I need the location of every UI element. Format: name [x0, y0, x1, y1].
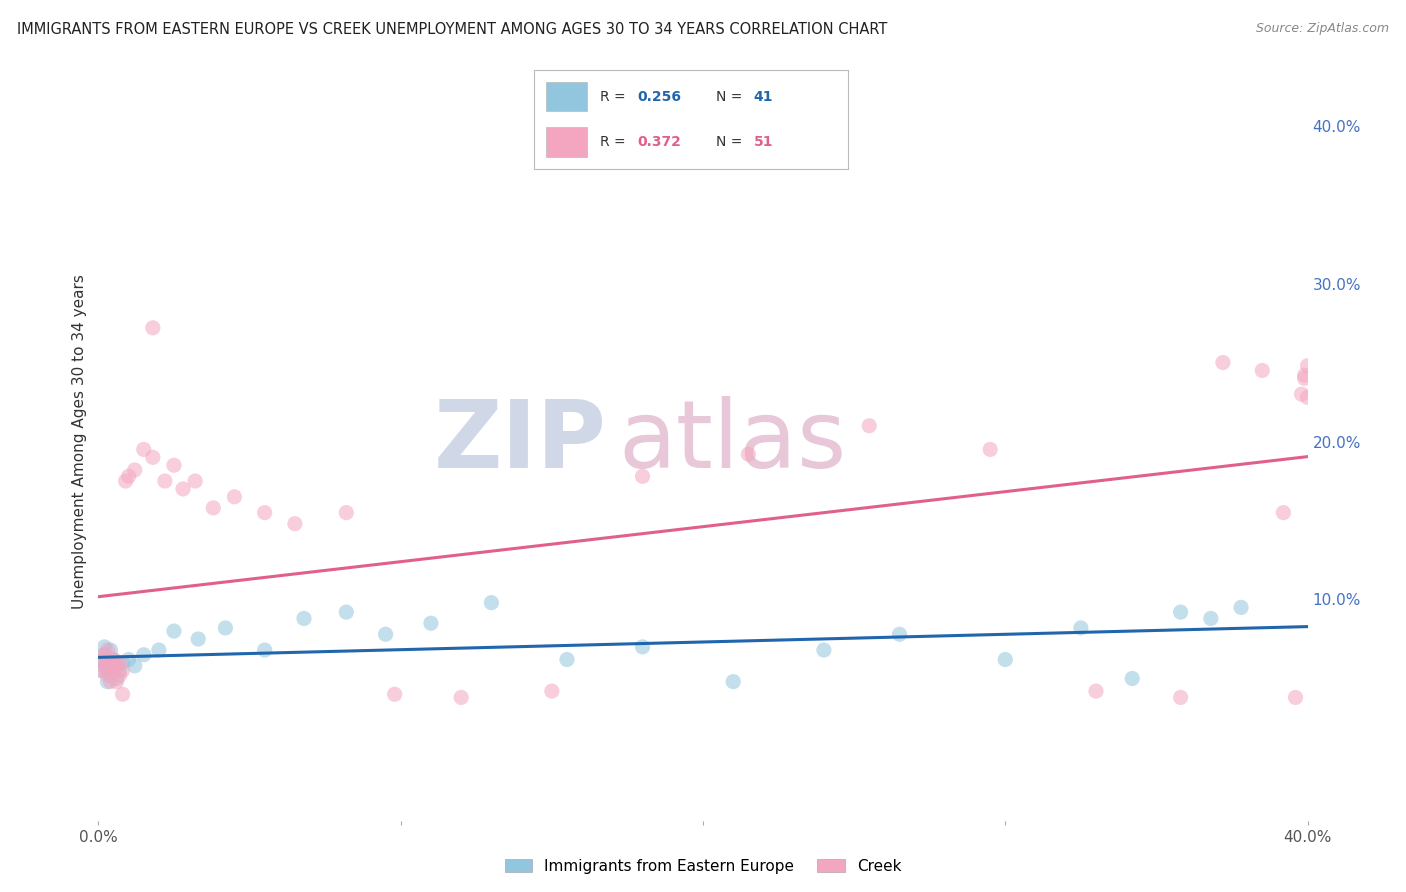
Point: [1296, 359, 1319, 373]
Point: [90, 664, 112, 678]
Point: [96, 664, 118, 678]
Point: [163, 624, 186, 639]
Point: [124, 463, 146, 477]
Point: [1272, 506, 1295, 520]
Point: [555, 652, 578, 666]
Point: [1170, 690, 1192, 705]
Point: [96, 643, 118, 657]
Point: [253, 643, 276, 657]
Point: [132, 442, 155, 457]
Point: [374, 627, 396, 641]
Legend: Immigrants from Eastern Europe, Creek: Immigrants from Eastern Europe, Creek: [499, 853, 907, 880]
Point: [335, 506, 357, 520]
Point: [540, 684, 562, 698]
Point: [384, 687, 406, 701]
Point: [1230, 600, 1253, 615]
Point: [1212, 355, 1234, 369]
Point: [420, 616, 443, 631]
Point: [172, 482, 194, 496]
Point: [100, 643, 122, 657]
Point: [90, 652, 112, 666]
Point: [111, 687, 134, 701]
Point: [184, 474, 207, 488]
Point: [994, 652, 1017, 666]
Point: [292, 611, 315, 625]
Point: [103, 652, 125, 666]
Point: [96, 668, 118, 682]
Point: [93, 648, 115, 662]
Point: [142, 320, 165, 334]
Point: [631, 640, 654, 654]
Point: [163, 458, 186, 473]
Point: [631, 469, 654, 483]
Point: [1294, 368, 1316, 383]
Point: [96, 674, 118, 689]
Point: [889, 627, 911, 641]
Point: [100, 664, 122, 678]
Point: [103, 664, 125, 678]
Y-axis label: Unemployment Among Ages 30 to 34 years: Unemployment Among Ages 30 to 34 years: [72, 274, 87, 609]
Point: [118, 469, 141, 483]
Point: [105, 658, 128, 673]
Point: [93, 658, 115, 673]
Point: [202, 500, 225, 515]
Point: [108, 664, 131, 678]
Point: [858, 418, 880, 433]
Point: [90, 664, 112, 678]
Text: ZIP: ZIP: [433, 395, 606, 488]
Point: [187, 632, 209, 646]
Point: [124, 658, 146, 673]
Point: [103, 656, 125, 670]
Point: [100, 656, 122, 670]
Point: [737, 447, 759, 461]
Point: [93, 658, 115, 673]
Point: [1296, 390, 1319, 404]
Point: [253, 506, 276, 520]
Point: [1284, 690, 1306, 705]
Point: [108, 656, 131, 670]
Point: [979, 442, 1001, 457]
Point: [100, 668, 122, 682]
Point: [114, 474, 136, 488]
Point: [142, 450, 165, 465]
Point: [103, 652, 125, 666]
Point: [153, 474, 176, 488]
Point: [1121, 672, 1143, 686]
Text: Source: ZipAtlas.com: Source: ZipAtlas.com: [1256, 22, 1389, 36]
Point: [111, 664, 134, 678]
Point: [450, 690, 472, 705]
Point: [103, 664, 125, 678]
Point: [335, 605, 357, 619]
Point: [1070, 621, 1092, 635]
Point: [105, 658, 128, 673]
Point: [1291, 387, 1313, 401]
Point: [1085, 684, 1108, 698]
Point: [813, 643, 835, 657]
Point: [90, 652, 112, 666]
Point: [111, 656, 134, 670]
Point: [148, 643, 170, 657]
Point: [132, 648, 155, 662]
Point: [118, 652, 141, 666]
Point: [284, 516, 307, 531]
Point: [214, 621, 236, 635]
Point: [1251, 363, 1274, 377]
Point: [224, 490, 246, 504]
Point: [93, 648, 115, 662]
Point: [723, 674, 745, 689]
Point: [96, 656, 118, 670]
Point: [1294, 371, 1316, 385]
Point: [100, 674, 122, 689]
Point: [105, 674, 128, 689]
Point: [481, 596, 503, 610]
Text: atlas: atlas: [619, 395, 846, 488]
Point: [1170, 605, 1192, 619]
Point: [1199, 611, 1222, 625]
Text: IMMIGRANTS FROM EASTERN EUROPE VS CREEK UNEMPLOYMENT AMONG AGES 30 TO 34 YEARS C: IMMIGRANTS FROM EASTERN EUROPE VS CREEK …: [17, 22, 887, 37]
Point: [108, 668, 131, 682]
Point: [96, 656, 118, 670]
Point: [93, 640, 115, 654]
Point: [105, 672, 128, 686]
